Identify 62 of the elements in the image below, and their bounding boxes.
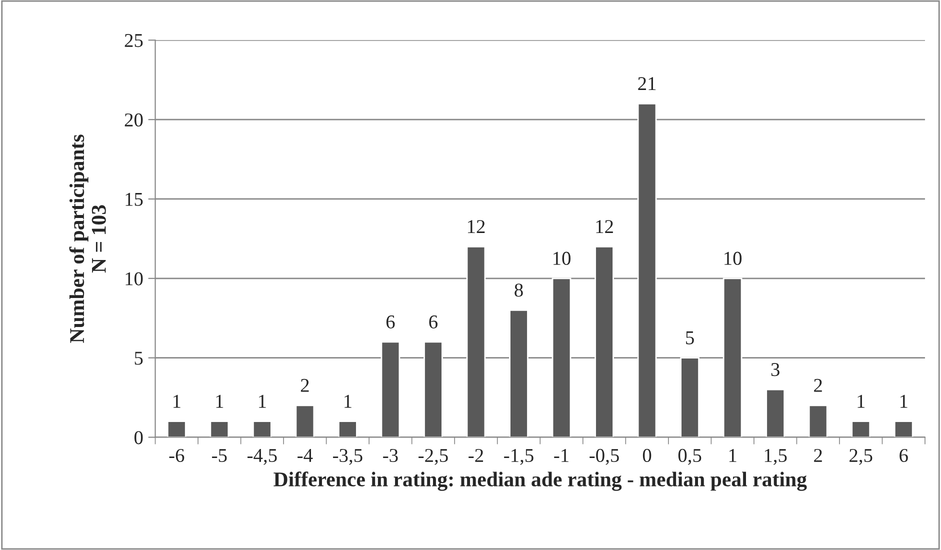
x-tick-label: -5: [212, 449, 227, 462]
bar: [380, 341, 400, 438]
data-label: 1: [259, 394, 266, 408]
bar: [851, 420, 871, 438]
data-label: 1: [344, 394, 352, 408]
data-label: 6: [429, 315, 438, 328]
bar: [594, 246, 614, 438]
y-tick-label: 5: [134, 352, 143, 365]
data-label: 12: [596, 220, 613, 233]
y-tick-label: 20: [124, 113, 143, 127]
x-tick-label: 1: [729, 449, 736, 462]
bar: [338, 420, 358, 438]
data-label: 1: [900, 394, 908, 408]
data-label: 6: [386, 315, 395, 328]
y-tick-label: 0: [134, 431, 143, 444]
x-tick-label: -4: [298, 449, 313, 462]
x-tick-label: 0: [642, 448, 652, 462]
x-tick-label: 2,5: [850, 448, 872, 465]
bar: [466, 246, 486, 438]
bar: [808, 404, 828, 438]
data-label: 12: [468, 220, 485, 233]
x-tick-label: -3: [383, 448, 398, 462]
y-tick-label: 25: [124, 34, 143, 48]
data-label: 2: [814, 378, 822, 392]
x-tick-label: -2: [468, 448, 484, 462]
data-label: 1: [858, 394, 865, 408]
y-axis-title: Number of participants N = 103: [69, 134, 106, 343]
x-tick-label: -3,5: [333, 448, 362, 465]
y-tick-label: 15: [126, 192, 143, 206]
bar: [210, 420, 230, 438]
bar: [637, 102, 657, 438]
x-tick-label: 2: [814, 448, 822, 462]
bar: [252, 420, 272, 438]
data-label: 2: [300, 378, 309, 392]
x-tick-label: -6: [169, 448, 184, 462]
x-axis-title: Difference in rating: median ade rating - median peal rating: [274, 472, 807, 491]
bar: [166, 420, 186, 438]
bar: [766, 388, 786, 438]
x-tick-label: -2,5: [418, 448, 448, 465]
x-tick-label: -4,5: [248, 449, 277, 465]
bar: [722, 278, 742, 438]
bar: [680, 357, 700, 438]
x-tick-label: 6: [900, 448, 908, 462]
x-tick-label: -1,5: [504, 449, 534, 465]
data-label: 8: [514, 284, 523, 297]
bar: [424, 341, 443, 438]
data-label: 21: [638, 77, 656, 90]
data-label: 3: [771, 363, 780, 376]
bar: [894, 420, 914, 438]
y-tick-label: 10: [126, 272, 143, 286]
data-label: 10: [554, 252, 570, 265]
data-label: 1: [173, 394, 180, 408]
x-tick-label: -0,5: [590, 448, 619, 465]
bar: [295, 404, 315, 438]
data-label: 10: [724, 252, 742, 265]
bar: [552, 278, 572, 438]
x-tick-label: 1,5: [764, 449, 787, 465]
bar: [509, 309, 528, 438]
x-tick-label: 0,5: [678, 448, 702, 465]
data-label: 5: [686, 331, 694, 344]
x-tick-label: -1: [554, 449, 568, 462]
data-label: 1: [216, 394, 224, 408]
